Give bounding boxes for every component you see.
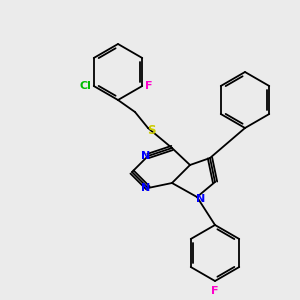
Text: F: F — [146, 81, 153, 91]
Text: S: S — [147, 124, 155, 137]
Text: N: N — [141, 151, 151, 161]
Text: Cl: Cl — [80, 81, 92, 91]
Text: N: N — [141, 183, 151, 193]
Text: N: N — [196, 194, 206, 204]
Text: F: F — [211, 286, 219, 296]
